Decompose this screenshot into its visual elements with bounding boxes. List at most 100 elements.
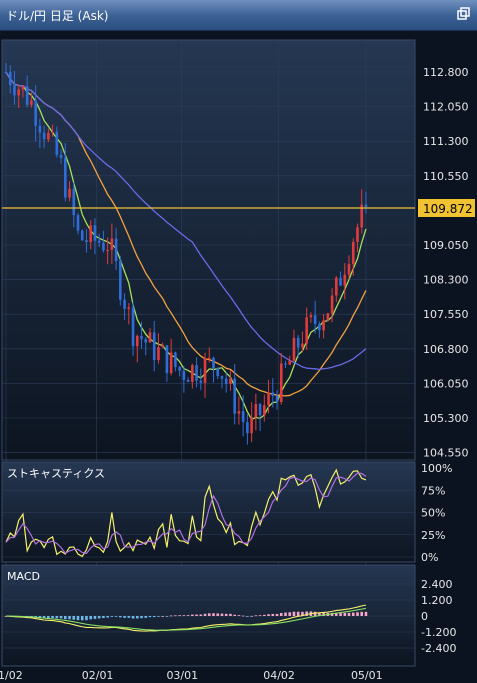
candle-body [38,125,42,133]
current-price-label: 109.872 [423,202,473,216]
macd-histogram-bar [68,616,71,620]
candle-body [267,392,270,406]
macd-histogram-bar [258,615,262,617]
macd-histogram-bar [144,616,148,618]
y-tick-label: 1.200 [421,594,453,607]
macd-histogram-bar [131,616,135,619]
candle-body [233,378,236,414]
y-tick-label: 112.800 [423,66,469,79]
candle-body [364,204,368,208]
x-tick-label: 01/02 [0,669,23,682]
restore-icon[interactable] [457,7,471,21]
candle-body [72,188,76,216]
macd-histogram-bar [47,616,50,619]
macd-histogram-bar [360,611,364,616]
macd-histogram-bar [288,612,292,616]
macd-histogram-bar [224,613,228,616]
macd-histogram-bar [42,616,46,619]
candle-body [203,358,207,383]
macd-histogram-bar [148,616,152,618]
y-tick-label: 109.050 [423,239,469,252]
macd-histogram-bar [216,613,220,616]
candle-body [178,366,181,371]
macd-histogram-bar [229,613,232,616]
macd-histogram-bar [301,611,304,616]
macd-histogram-bar [351,612,355,616]
y-tick-label: 0% [421,551,438,564]
candles [4,62,368,445]
macd-histogram-bar [347,612,351,616]
candle-body [318,324,321,331]
macd-histogram-bar [330,612,334,616]
macd-histogram-bar [233,614,236,616]
macd-histogram-bar [55,616,59,619]
candle-body [335,277,338,296]
y-tick-label: 2.400 [421,578,453,591]
main-panel [1,39,416,461]
macd-histogram-bar [59,616,63,619]
candle-body [152,332,156,360]
candle-body [330,295,334,314]
candle-body [68,188,71,198]
candle-body [89,225,92,243]
candle-body [292,337,296,361]
macd-histogram-bar [165,616,169,617]
macd-histogram-bar [102,616,105,619]
candle-body [305,317,308,344]
x-tick-label: 03/01 [166,669,198,682]
macd-histogram-bar [207,613,211,616]
macd-histogram-bar [195,614,198,616]
macd-histogram-bar [241,615,245,617]
macd-histogram-bar [191,614,194,616]
y-tick-label: 50% [421,507,445,520]
y-tick-label: 106.800 [423,343,469,356]
candle-body [360,204,364,228]
macd-label: MACD [7,570,40,583]
macd-histogram-bar [119,616,122,618]
candle-body [220,376,224,379]
candle-body [216,368,220,377]
candle-body [250,417,253,434]
macd-histogram-bar [152,616,156,618]
macd-histogram-bar [72,616,76,620]
macd-histogram-bar [169,615,173,617]
window-title: ドル/円 日足 (Ask) [6,9,109,23]
macd-histogram-bar [174,615,177,617]
candle-body [13,85,16,96]
y-tick-label: -2.400 [421,642,456,655]
candle-body [241,411,245,423]
candle-body [157,347,160,360]
macd-histogram-bar [305,611,308,616]
macd-histogram-bar [178,615,181,617]
ma-long-line [5,71,367,370]
chart-area[interactable]: 109.872 112.800 112.050 111.300 110.550 109.… [0,30,477,683]
candle-body [195,365,198,381]
macd-histogram-bar [343,612,347,616]
candle-body [4,72,8,73]
candle-body [63,157,67,198]
candle-body [351,242,355,264]
macd-signal-line [5,607,367,631]
y-tick-label: 105.300 [423,412,469,425]
stochastics-label: ストキャスティクス [7,467,105,480]
candle-body [207,357,211,359]
macd-histogram-bar [161,615,164,617]
y-tick-label: 100% [421,462,452,475]
candle-body [93,225,97,241]
macd-histogram-bar [110,616,114,617]
candle-body [309,315,313,318]
candle-body [296,337,300,348]
macd-histogram-bar [89,616,92,620]
candle-body [224,378,228,384]
macd-histogram-bar [186,615,190,616]
macd-histogram-bar [296,611,300,616]
candle-body [229,378,232,384]
macd-histogram-bar [38,616,42,619]
macd-histogram-bar [246,616,249,617]
y-tick-label: 0 [421,610,428,623]
candle-body [246,422,249,434]
candle-body [102,242,105,251]
candle-body [140,335,143,340]
candle-body [119,261,122,300]
